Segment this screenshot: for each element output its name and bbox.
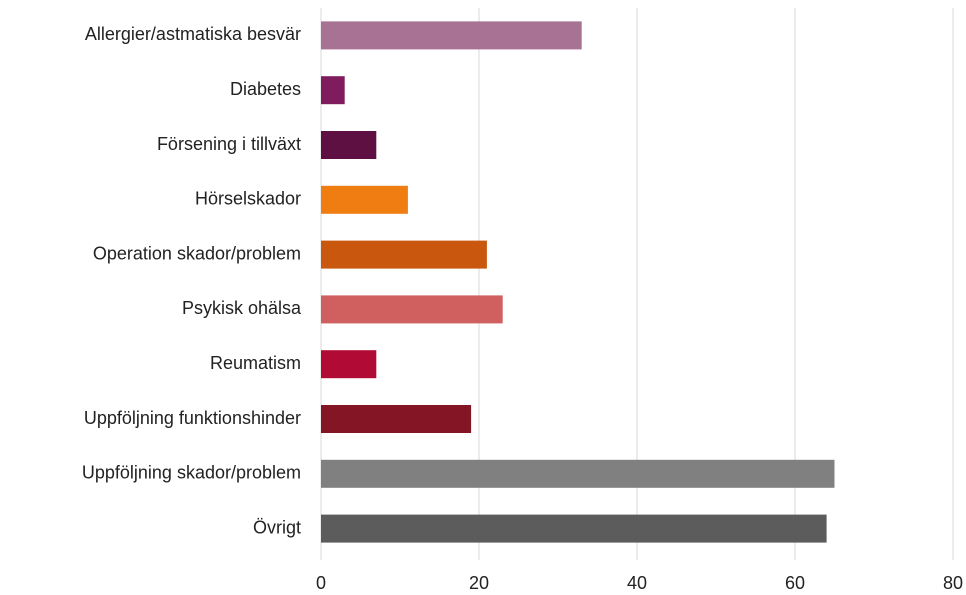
x-tick-label: 20 bbox=[469, 573, 489, 593]
bar bbox=[321, 131, 377, 159]
y-tick-label: Reumatism bbox=[210, 353, 301, 373]
bar bbox=[321, 21, 582, 50]
y-tick-label: Uppföljning funktionshinder bbox=[84, 408, 301, 428]
bar bbox=[321, 76, 345, 105]
y-tick-label: Uppföljning skador/problem bbox=[82, 463, 301, 483]
bar bbox=[321, 295, 503, 324]
bar bbox=[321, 240, 487, 269]
x-tick-label: 0 bbox=[316, 573, 326, 593]
bar bbox=[321, 185, 408, 214]
x-tick-label: 60 bbox=[785, 573, 805, 593]
bar bbox=[321, 514, 827, 543]
bar bbox=[321, 459, 835, 488]
x-tick-label: 40 bbox=[627, 573, 647, 593]
y-tick-label: Försening i tillväxt bbox=[157, 134, 301, 154]
y-tick-label: Övrigt bbox=[253, 517, 301, 537]
bar bbox=[321, 350, 377, 379]
y-tick-label: Psykisk ohälsa bbox=[182, 298, 302, 318]
y-tick-label: Operation skador/problem bbox=[93, 243, 301, 263]
y-tick-label: Diabetes bbox=[230, 79, 301, 99]
y-tick-label: Hörselskador bbox=[195, 189, 301, 209]
bar bbox=[321, 405, 472, 433]
y-tick-label: Allergier/astmatiska besvär bbox=[85, 24, 301, 44]
x-tick-label: 80 bbox=[943, 573, 963, 593]
